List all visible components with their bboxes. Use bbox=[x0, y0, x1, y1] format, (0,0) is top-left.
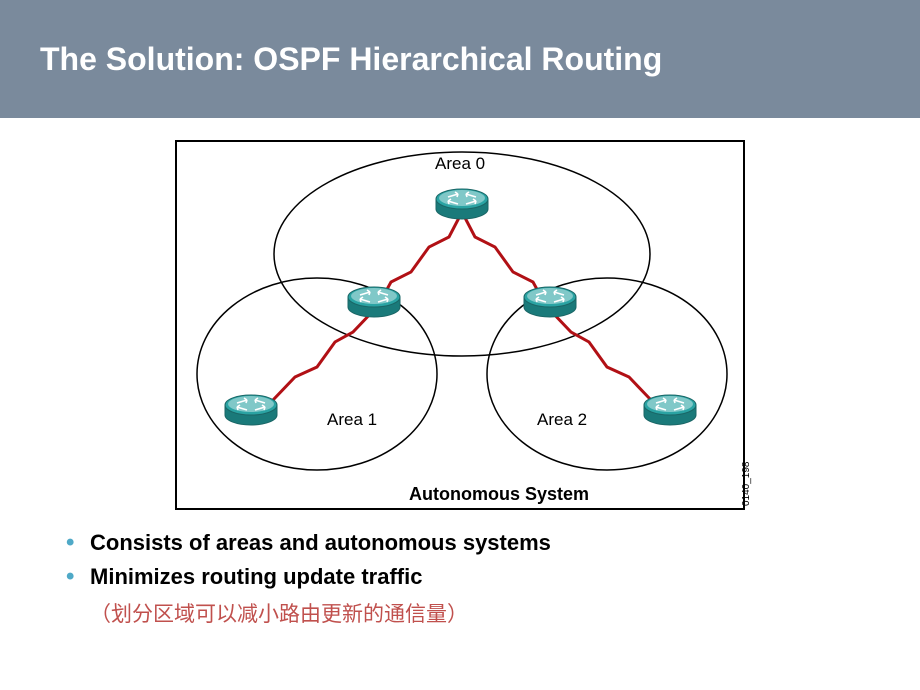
network-link bbox=[550, 310, 665, 406]
area-ellipse bbox=[274, 152, 650, 356]
area-label: Area 0 bbox=[435, 154, 485, 174]
router-icon bbox=[522, 285, 578, 319]
network-link bbox=[259, 310, 374, 406]
bullet-item: Minimizes routing update traffic bbox=[66, 560, 920, 594]
sub-note: （划分区域可以减小路由更新的通信量） bbox=[0, 598, 920, 628]
area-label: Area 1 bbox=[327, 410, 377, 430]
autonomous-system-label: Autonomous System bbox=[409, 484, 589, 505]
title-band: The Solution: OSPF Hierarchical Routing bbox=[0, 0, 920, 118]
bullet-list: Consists of areas and autonomous systems… bbox=[0, 526, 920, 594]
bullet-item: Consists of areas and autonomous systems bbox=[66, 526, 920, 560]
router-icon bbox=[642, 393, 698, 427]
slide-title: The Solution: OSPF Hierarchical Routing bbox=[40, 41, 662, 78]
area-label: Area 2 bbox=[537, 410, 587, 430]
ospf-diagram: Area 0Area 1Area 2Autonomous System0140_… bbox=[175, 140, 745, 510]
diagram-container: Area 0 Area 1 Area 2 Autonomous System 0140_… bbox=[0, 140, 920, 510]
router-icon bbox=[434, 187, 490, 221]
figure-code: 0140_198 bbox=[741, 462, 752, 507]
router-icon bbox=[346, 285, 402, 319]
router-icon bbox=[223, 393, 279, 427]
